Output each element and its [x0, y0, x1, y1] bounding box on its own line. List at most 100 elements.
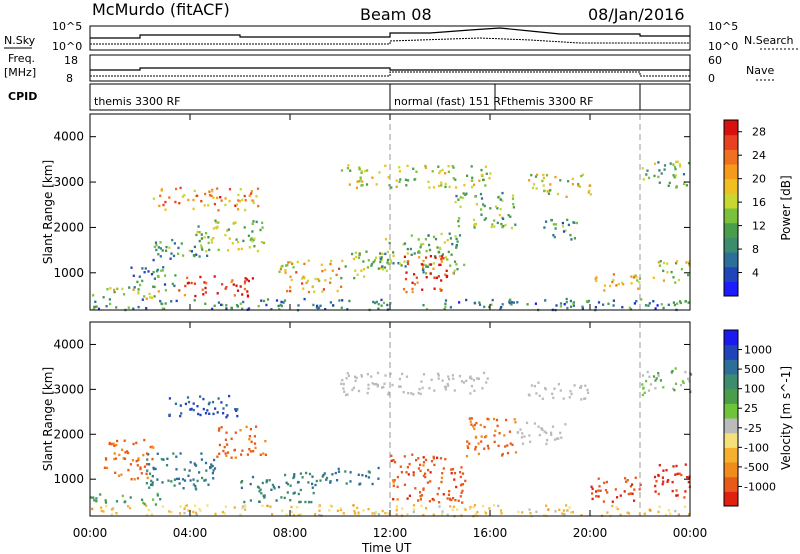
echo-cell: [603, 289, 606, 292]
echo-cell: [440, 257, 443, 261]
echo-cell: [432, 498, 435, 502]
echo-cell: [392, 459, 395, 462]
echo-cell: [453, 269, 456, 272]
echo-cell: [577, 184, 580, 187]
y-tick-label: 2000: [53, 427, 84, 441]
echo-cell: [537, 381, 540, 384]
echo-cell: [377, 307, 380, 310]
echo-cell: [231, 279, 234, 282]
echo-cell: [104, 499, 107, 502]
echo-cell: [536, 173, 539, 177]
echo-cell: [408, 462, 411, 466]
echo-cell: [452, 505, 455, 508]
echo-cell: [149, 445, 152, 449]
echo-cell: [198, 239, 201, 243]
echo-cell: [152, 258, 155, 262]
echo-cell: [399, 178, 402, 181]
echo-cell: [165, 249, 168, 252]
echo-cell: [354, 512, 357, 515]
echo-cell: [647, 389, 651, 392]
echo-cell: [684, 463, 687, 466]
echo-cell: [239, 188, 242, 191]
echo-cell: [345, 377, 348, 380]
echo-cell: [541, 397, 544, 400]
echo-cell: [237, 208, 240, 211]
echo-cell: [444, 299, 448, 302]
echo-cell: [305, 281, 308, 285]
echo-cell: [133, 286, 136, 289]
echo-cell: [181, 195, 184, 198]
echo-cell: [411, 287, 414, 291]
echo-cell: [285, 481, 288, 484]
echo-cell: [348, 183, 351, 186]
echo-cell: [347, 374, 350, 377]
echo-cell: [93, 306, 96, 309]
echo-cell: [484, 217, 488, 220]
echo-cell: [374, 301, 377, 305]
echo-cell: [192, 198, 195, 202]
echo-cell: [672, 301, 675, 304]
echo-cell: [534, 175, 538, 178]
echo-cell: [487, 447, 490, 450]
echo-cell: [468, 417, 471, 420]
echo-cell: [587, 191, 590, 194]
echo-cell: [236, 414, 239, 418]
echo-cell: [198, 255, 201, 258]
echo-cell: [604, 489, 608, 492]
echo-cell: [257, 304, 260, 308]
echo-cell: [420, 504, 423, 507]
echo-cell: [185, 504, 188, 507]
echo-cell: [312, 303, 315, 307]
echo-cell: [105, 504, 108, 508]
echo-cell: [225, 286, 228, 289]
echo-cell: [510, 301, 513, 304]
echo-cell: [435, 276, 438, 279]
echo-cell: [156, 452, 159, 455]
echo-cell: [464, 508, 467, 511]
echo-cell: [439, 170, 442, 173]
echo-cell: [148, 463, 151, 466]
echo-cell: [153, 277, 156, 280]
echo-cell: [371, 382, 374, 385]
echo-cell: [675, 489, 678, 492]
echo-cell: [189, 408, 192, 411]
echo-cell: [340, 276, 343, 280]
echo-cell: [422, 461, 426, 464]
echo-cell: [284, 269, 287, 272]
echo-cell: [100, 506, 103, 509]
echo-cell: [459, 471, 462, 474]
echo-cell: [529, 512, 532, 515]
echo-cell: [141, 267, 144, 270]
echo-cell: [395, 505, 399, 508]
echo-cell: [156, 478, 159, 481]
echo-cell: [154, 467, 157, 471]
echo-cell: [459, 495, 462, 498]
echo-cell: [399, 465, 402, 468]
echo-cell: [161, 249, 164, 252]
echo-cell: [359, 482, 362, 485]
echo-cell: [406, 497, 409, 500]
echo-cell: [161, 505, 164, 508]
echo-cell: [473, 224, 476, 227]
echo-cell: [158, 204, 161, 208]
echo-cell: [475, 421, 478, 425]
echo-cell: [687, 377, 690, 380]
cpid-label: CPID: [8, 90, 37, 103]
echo-cell: [525, 421, 529, 425]
echo-cell: [127, 505, 130, 508]
echo-cell: [500, 512, 503, 515]
echo-cell: [213, 458, 216, 462]
echo-cell: [222, 449, 225, 453]
echo-cell: [363, 275, 366, 278]
echo-cell: [478, 179, 481, 182]
echo-cell: [143, 465, 146, 468]
echo-cell: [243, 500, 246, 504]
echo-cell: [606, 491, 609, 494]
echo-cell: [234, 408, 237, 411]
echo-cell: [658, 181, 661, 184]
echo-cell: [357, 511, 360, 514]
echo-cell: [611, 500, 614, 503]
echo-cell: [343, 390, 346, 393]
echo-cell: [469, 420, 472, 423]
echo-cell: [535, 392, 538, 395]
